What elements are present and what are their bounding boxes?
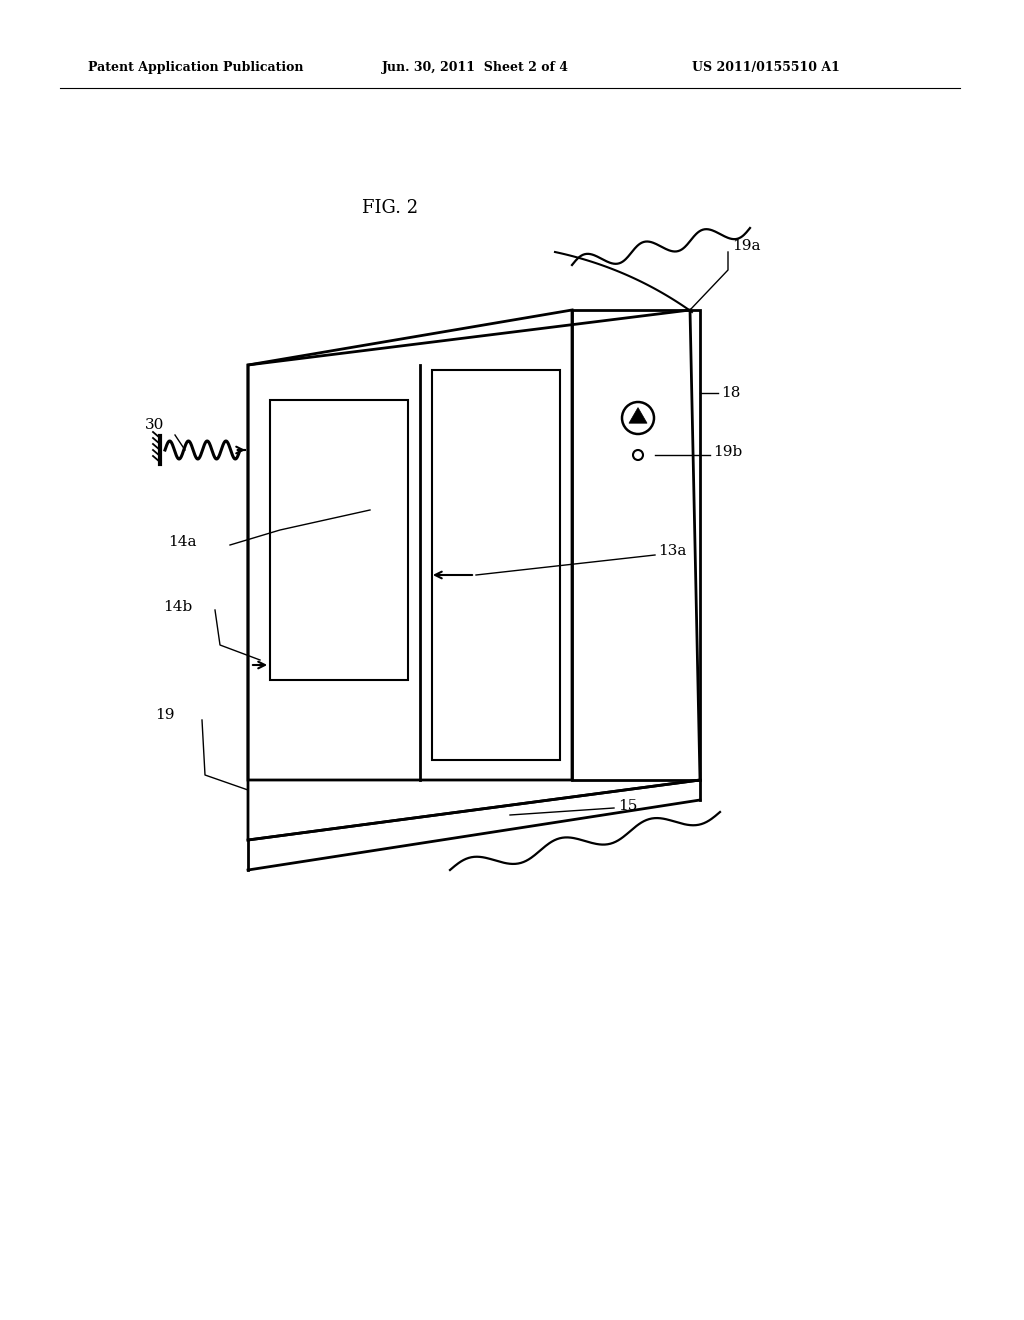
Text: FIG. 2: FIG. 2 xyxy=(361,199,418,216)
Text: 14b: 14b xyxy=(163,601,193,614)
Text: 18: 18 xyxy=(721,385,740,400)
Text: 13a: 13a xyxy=(658,544,686,558)
Text: 19: 19 xyxy=(155,708,174,722)
Text: US 2011/0155510 A1: US 2011/0155510 A1 xyxy=(692,62,840,74)
Polygon shape xyxy=(629,408,647,424)
Text: 15: 15 xyxy=(618,799,637,813)
Text: Jun. 30, 2011  Sheet 2 of 4: Jun. 30, 2011 Sheet 2 of 4 xyxy=(382,62,569,74)
Text: Patent Application Publication: Patent Application Publication xyxy=(88,62,303,74)
Text: 30: 30 xyxy=(145,418,165,432)
Text: 19a: 19a xyxy=(732,239,761,253)
Text: 19b: 19b xyxy=(713,445,742,459)
Circle shape xyxy=(633,450,643,459)
Text: 14a: 14a xyxy=(168,535,197,549)
